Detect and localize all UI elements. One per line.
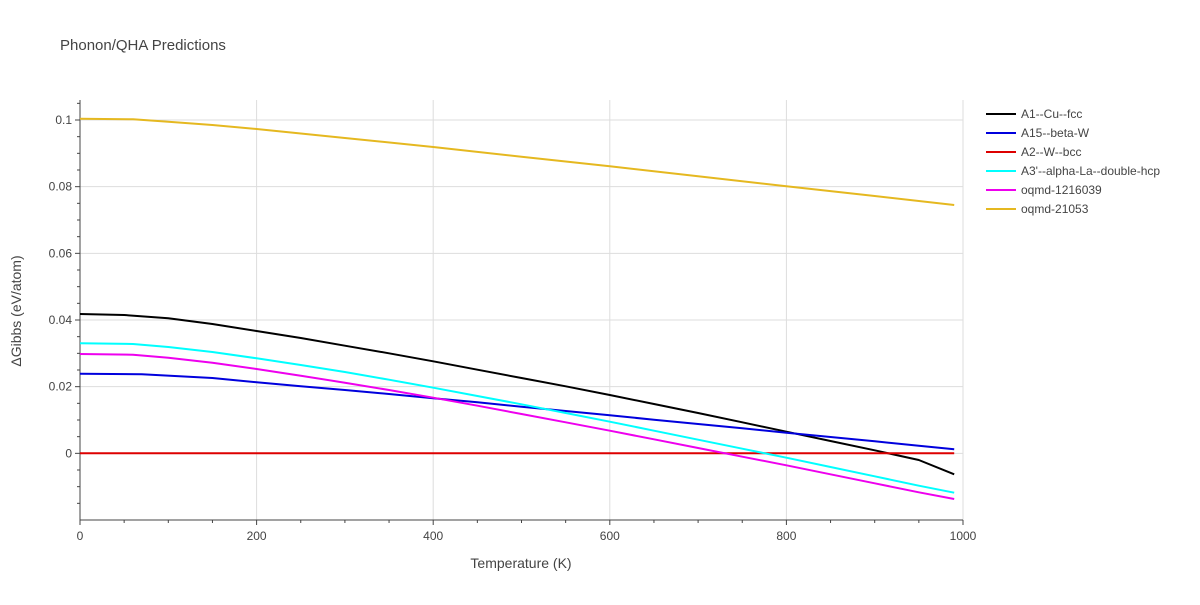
legend-label: A15--beta-W	[1021, 126, 1090, 140]
legend-item[interactable]: A15--beta-W	[986, 126, 1090, 140]
legend-label: oqmd-21053	[1021, 202, 1089, 216]
series-line-a1-cu-fcc[interactable]	[79, 313, 955, 476]
legend-label: A1--Cu--fcc	[1021, 107, 1082, 121]
series-line-a3-alpha-la-double-hcp[interactable]	[79, 342, 955, 494]
x-tick-label: 0	[77, 529, 84, 543]
legend-item[interactable]: A2--W--bcc	[986, 145, 1081, 159]
legend-item[interactable]: oqmd-21053	[986, 202, 1089, 216]
y-axis-title: ΔGibbs (eV/atom)	[8, 255, 24, 366]
x-tick-label: 1000	[950, 529, 977, 543]
axes: 0 200 400 600 800 1000 0 0.02 0.04 0.06 0.08 0.1	[49, 100, 977, 543]
y-tick-label: 0.06	[49, 246, 73, 260]
y-tick-label: 0.02	[49, 380, 73, 394]
x-tick-label: 400	[423, 529, 443, 543]
chart-title: Phonon/QHA Predictions	[60, 37, 226, 54]
series-line-oqmd-1216039[interactable]	[79, 353, 955, 500]
y-tick-label: 0.1	[55, 113, 72, 127]
series-line-oqmd-21053[interactable]	[79, 117, 955, 206]
legend-item[interactable]: A3'--alpha-La--double-hcp	[986, 164, 1160, 178]
x-tick-label: 800	[776, 529, 796, 543]
y-tick-label: 0.04	[49, 313, 73, 327]
x-tick-label: 200	[247, 529, 267, 543]
legend-item[interactable]: A1--Cu--fcc	[986, 107, 1082, 121]
y-tick-label: 0	[65, 446, 72, 460]
x-tick-label: 600	[600, 529, 620, 543]
legend-item[interactable]: oqmd-1216039	[986, 183, 1102, 197]
y-tick-label: 0.08	[49, 180, 73, 194]
x-axis-title: Temperature (K)	[470, 555, 571, 571]
legend-label: A2--W--bcc	[1021, 145, 1081, 159]
legend-label: A3'--alpha-La--double-hcp	[1021, 164, 1160, 178]
legend-label: oqmd-1216039	[1021, 183, 1102, 197]
series-lines	[79, 117, 955, 500]
legend[interactable]: A1--Cu--fcc A15--beta-W A2--W--bcc A3'--alp…	[986, 107, 1160, 216]
